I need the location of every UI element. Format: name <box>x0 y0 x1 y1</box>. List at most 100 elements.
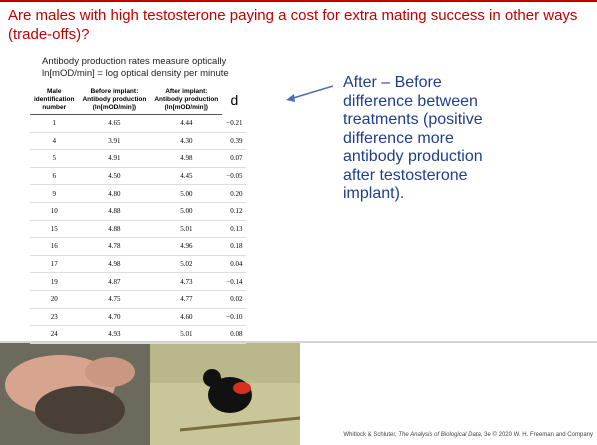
table-row: 23 4.70 4.60 −0.10 <box>30 308 247 327</box>
cell: −0.14 <box>222 272 247 291</box>
citation-book: The Analysis of Biological Data <box>398 432 481 438</box>
cell: 4.96 <box>150 237 223 256</box>
cell: 4.60 <box>150 308 223 327</box>
table-row: 16 4.78 4.96 0.18 <box>30 237 247 256</box>
cell: 4.91 <box>78 149 151 168</box>
header-line: Male <box>47 88 62 95</box>
cell: 4.80 <box>78 184 151 203</box>
table-row: 17 4.98 5.02 0.04 <box>30 255 247 274</box>
annotation-line: difference more <box>343 129 454 147</box>
cell: 4.88 <box>78 220 151 239</box>
annotation-line: after testosterone <box>343 166 468 184</box>
annotation-line: After – Before <box>343 74 442 91</box>
cell: 5.01 <box>150 325 223 344</box>
annotation-line: antibody production <box>343 148 483 165</box>
cell: 0.13 <box>222 220 247 239</box>
photo-bird <box>150 343 301 445</box>
cell: 9 <box>30 184 79 203</box>
table-row: 4 3.91 4.30 0.39 <box>30 132 247 151</box>
cell: 4.73 <box>150 272 223 291</box>
cell: 4.98 <box>78 255 151 274</box>
cell: −0.10 <box>222 308 247 327</box>
cell: 4.65 <box>78 114 151 133</box>
header-line: Antibody production <box>154 96 219 103</box>
cell: 5.00 <box>150 202 223 221</box>
cell: 17 <box>30 255 79 274</box>
cell: 5.02 <box>150 255 223 274</box>
cell: 24 <box>30 325 79 344</box>
cell: 4 <box>30 132 79 151</box>
cell: 0.02 <box>222 290 247 309</box>
table-row: 1 4.65 4.44 −0.21 <box>30 114 247 133</box>
data-table: Male identification number Before implant: A… <box>30 86 247 344</box>
arrow <box>289 85 334 100</box>
column-header: Before implant: Antibody production (ln[mO… <box>78 86 151 115</box>
cell: 4.88 <box>78 202 151 221</box>
cell: 5 <box>30 149 79 168</box>
photo-hand <box>0 343 150 445</box>
cell: 1 <box>30 114 79 133</box>
cell: 0.39 <box>222 132 247 151</box>
header-line: identification <box>34 96 75 103</box>
cell: 4.50 <box>78 167 151 186</box>
cell: 4.44 <box>150 114 223 133</box>
cell: 23 <box>30 308 79 327</box>
cell: 4.87 <box>78 272 151 291</box>
cell: 4.30 <box>150 132 223 151</box>
title: Are males with high testosterone paying … <box>8 7 578 43</box>
annotation-line: difference between <box>343 92 478 110</box>
header-line: Before implant: <box>90 88 139 95</box>
cell: 0.18 <box>222 237 247 256</box>
citation-rest: , 3e © 2020 W. H. Freeman and Company <box>480 432 593 438</box>
cell: 0.20 <box>222 184 247 203</box>
cell: 4.98 <box>150 149 223 168</box>
cell: 0.08 <box>222 325 247 344</box>
annotation-line: implant). <box>343 185 405 202</box>
cell: 4.93 <box>78 325 151 344</box>
table-row: 20 4.75 4.77 0.02 <box>30 290 247 309</box>
citation: Whitlock & Schluter, The Analysis of Bio… <box>343 432 593 438</box>
cell: 0.07 <box>222 149 247 168</box>
annotation: After – Before difference between treatmen… <box>343 74 483 204</box>
cell: 19 <box>30 272 79 291</box>
cell: 4.70 <box>78 308 151 327</box>
table-row: 6 4.50 4.45 −0.05 <box>30 167 247 186</box>
cell: 3.91 <box>78 132 151 151</box>
table-row: 9 4.80 5.00 0.20 <box>30 184 247 203</box>
cell: −0.05 <box>222 167 247 186</box>
table-row: 5 4.91 4.98 0.07 <box>30 149 247 168</box>
cell: 5.00 <box>150 184 223 203</box>
header-line: After implant: <box>165 88 208 95</box>
cell: 4.45 <box>150 167 223 186</box>
column-header: After implant: Antibody production (ln[mOD… <box>150 86 223 115</box>
cell: 16 <box>30 237 79 256</box>
header-line: (ln[mOD/min]) <box>92 104 137 111</box>
cell: −0.21 <box>222 114 247 133</box>
subtitle: Antibody production rates measure optica… <box>42 56 229 80</box>
cell: 0.12 <box>222 202 247 221</box>
annotation-line: treatments (positive <box>343 111 483 128</box>
subtitle-line: ln[mOD/min] = log optical density per mi… <box>42 68 229 79</box>
cell: 4.77 <box>150 290 223 309</box>
cell: 4.78 <box>78 237 151 256</box>
subtitle-line: Antibody production rates measure optica… <box>42 56 227 67</box>
citation-authors: Whitlock & Schluter, <box>343 432 399 438</box>
table-row: 19 4.87 4.73 −0.14 <box>30 272 247 291</box>
table-row: 15 4.88 5.01 0.13 <box>30 220 247 239</box>
header-line: Antibody production <box>82 96 147 103</box>
arrow-head <box>286 94 295 102</box>
column-header: d <box>222 86 246 115</box>
cell: 6 <box>30 167 79 186</box>
cell: 10 <box>30 202 79 221</box>
cell: 15 <box>30 220 79 239</box>
table-row: 10 4.88 5.00 0.12 <box>30 202 247 221</box>
table-row: 24 4.93 5.01 0.08 <box>30 325 247 344</box>
header-line: d <box>230 92 239 109</box>
cell: 20 <box>30 290 79 309</box>
header-line: (ln[mOD/min]) <box>164 104 208 111</box>
column-header: Male identification number <box>30 86 79 115</box>
header-line: number <box>42 104 67 111</box>
cell: 5.01 <box>150 220 223 239</box>
